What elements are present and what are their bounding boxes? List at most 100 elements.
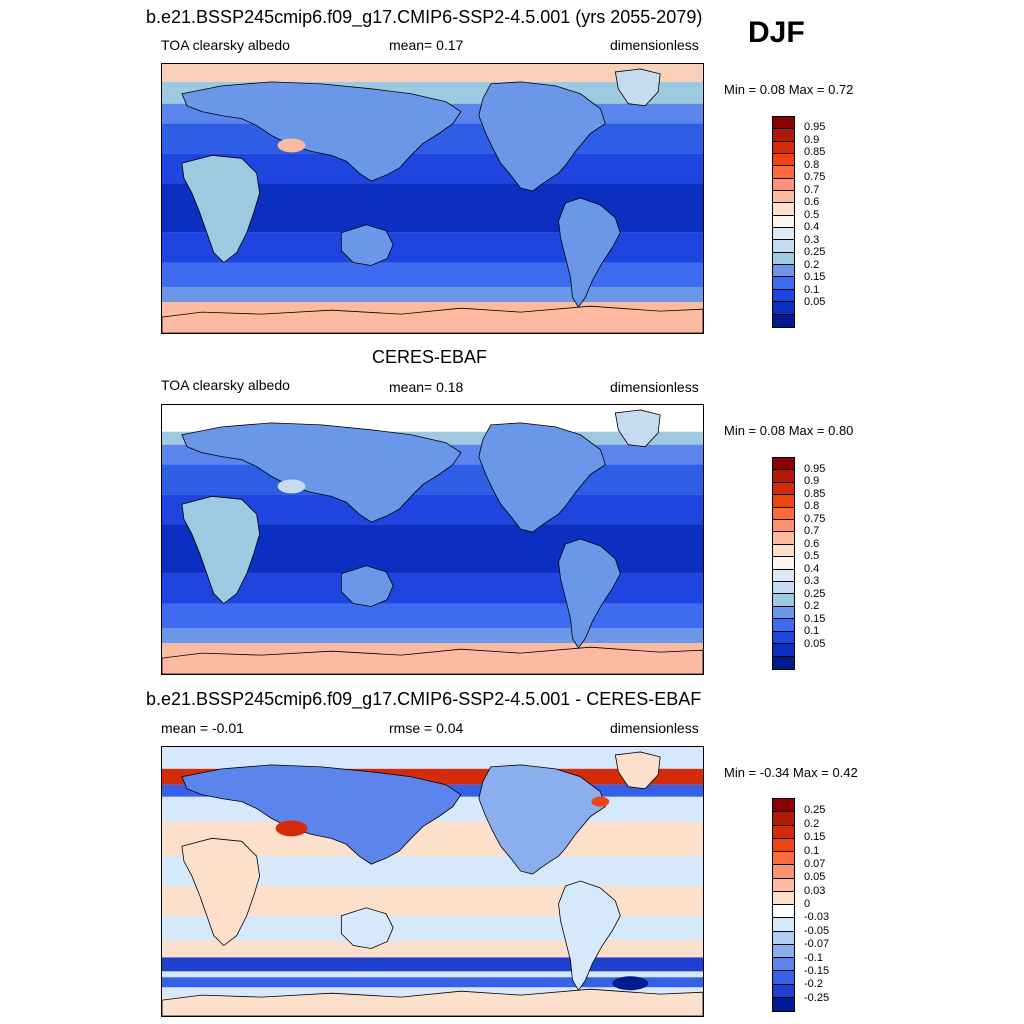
panel-2-variable-label: TOA clearsky albedo <box>161 377 290 393</box>
panel-2-min-max: Min = 0.08 Max = 0.80 <box>724 424 853 437</box>
colorbar-swatch <box>773 507 794 521</box>
panel-1-min-value: 0.08 <box>759 82 786 97</box>
colorbar-swatch <box>773 203 794 216</box>
colorbar-swatch <box>773 905 794 919</box>
colorbar-tick-label: 0.8 <box>804 500 820 513</box>
panel-1-min-max: Min = 0.08 Max = 0.72 <box>724 83 853 96</box>
colorbar-tick-label: 0.7 <box>804 525 820 538</box>
colorbar-tick-label: 0.6 <box>804 537 820 550</box>
colorbar-swatch <box>773 215 794 229</box>
panel-2-max-value: 0.80 <box>828 423 854 438</box>
colorbar-swatch <box>773 852 794 866</box>
colorbar-swatch <box>773 606 794 620</box>
colorbar-tick-label: -0.07 <box>804 938 830 951</box>
colorbar-swatch <box>773 631 794 645</box>
colorbar-swatch <box>773 918 794 932</box>
colorbar-swatch <box>773 141 794 155</box>
panel-1-map <box>161 63 704 334</box>
panel-1-max-label: Max = <box>788 82 825 97</box>
panel-2-mean-label: mean= 0.18 <box>389 379 464 395</box>
panel-2-map-svg <box>162 405 703 674</box>
panel-3-min-max: Min = -0.34 Max = 0.42 <box>724 766 858 779</box>
colorbar-tick-label: 0.5 <box>804 550 820 563</box>
colorbar-tick-label: 0.1 <box>804 625 820 638</box>
colorbar-swatch <box>773 228 794 241</box>
colorbar-swatch <box>773 520 794 533</box>
colorbar-tick-label: 0.25 <box>804 587 826 600</box>
panel-1-units-label: dimensionless <box>610 37 699 53</box>
panel-2-units-label: dimensionless <box>610 379 699 395</box>
colorbar-tick-label: 0.07 <box>804 857 826 870</box>
colorbar-swatch <box>773 265 794 278</box>
colorbar-swatch <box>773 944 794 958</box>
colorbar-tick-label: 0 <box>804 898 811 910</box>
season-label: DJF <box>748 16 805 49</box>
colorbar-swatch <box>773 191 794 204</box>
colorbar-tick-label: 0.1 <box>804 283 820 296</box>
colorbar-swatch <box>773 154 794 167</box>
panel-3-map <box>161 746 704 1017</box>
panel-1-mean-label: mean= 0.17 <box>389 37 464 53</box>
colorbar-swatch <box>773 252 794 266</box>
panel-3-map-svg <box>162 747 703 1016</box>
colorbar-swatch <box>773 958 794 972</box>
colorbar-tick-label: 0.25 <box>804 246 826 259</box>
panel-3-min-value: -0.34 <box>759 765 790 780</box>
panel-3-rmse-label: rmse = 0.04 <box>389 720 464 736</box>
colorbar-swatch <box>773 495 794 508</box>
colorbar-tick-label: 0.4 <box>804 562 820 575</box>
panel-1-min-label: Min = <box>724 82 757 97</box>
colorbar-tick-label: 0.6 <box>804 196 820 209</box>
colorbar-swatch <box>773 865 794 879</box>
colorbar-tick-label: -0.15 <box>804 964 830 977</box>
colorbar-swatch <box>773 569 794 583</box>
colorbar-swatch <box>773 594 794 607</box>
colorbar-swatch <box>773 931 794 945</box>
colorbar-tick-label: 0.95 <box>804 121 826 134</box>
colorbar-tick-label: 0.9 <box>804 133 820 146</box>
colorbar-swatch <box>773 984 794 998</box>
colorbar-tick-label: -0.1 <box>804 951 823 964</box>
colorbar-swatch <box>773 812 794 826</box>
colorbar-swatch <box>773 825 794 839</box>
colorbar-swatch <box>773 971 794 985</box>
colorbar-tick-label: 0.15 <box>804 612 826 625</box>
panel-2-max-label: Max = <box>788 423 825 438</box>
colorbar-tick-label: 0.7 <box>804 183 820 196</box>
colorbar-swatch <box>773 838 794 852</box>
colorbar-swatch <box>773 240 794 253</box>
panel-1-title: b.e21.BSSP245cmip6.f09_g17.CMIP6-SSP2-4.… <box>146 7 703 27</box>
colorbar-tick-label: 0.05 <box>804 637 826 650</box>
colorbar-tick-label: 0.5 <box>804 208 820 221</box>
colorbar-swatch <box>773 656 794 669</box>
colorbar-tick-label: 0.2 <box>804 817 820 830</box>
colorbar-swatch <box>773 532 794 545</box>
colorbar-tick-label: 0.1 <box>804 844 820 857</box>
colorbar-tick-label: 0.25 <box>804 804 826 817</box>
colorbar-swatch <box>773 644 794 657</box>
colorbar-swatch <box>773 619 794 632</box>
panel-2-min-value: 0.08 <box>759 423 786 438</box>
panel-3-mean-label: mean = -0.01 <box>161 720 244 736</box>
colorbar-swatch <box>773 470 794 483</box>
panel-3-title: b.e21.BSSP245cmip6.f09_g17.CMIP6-SSP2-4.… <box>146 689 702 709</box>
colorbar-tick-label: 0.3 <box>804 575 820 588</box>
colorbar-swatch <box>773 878 794 892</box>
colorbar-swatch <box>773 166 794 179</box>
colorbar-tick-label: 0.15 <box>804 831 826 844</box>
panel-3-units-label: dimensionless <box>610 720 699 736</box>
colorbar-tick-label: 0.2 <box>804 258 820 271</box>
colorbar-tick-label: 0.2 <box>804 600 820 613</box>
colorbar-tick-label: 0.85 <box>804 146 826 159</box>
colorbar-swatch <box>773 997 794 1011</box>
colorbar-tick-label: 0.95 <box>804 462 826 475</box>
colorbar-tick-label: 0.75 <box>804 512 826 525</box>
colorbar-swatch <box>773 582 794 595</box>
colorbar-tick-label: 0.8 <box>804 158 820 171</box>
colorbar-swatch <box>773 314 794 327</box>
panel-2-title: CERES-EBAF <box>372 347 488 367</box>
colorbar-tick-label: 0.4 <box>804 221 820 234</box>
colorbar-tick-label: 0.05 <box>804 296 826 309</box>
panel-2-colorbar <box>772 457 795 670</box>
colorbar-swatch <box>773 799 794 813</box>
